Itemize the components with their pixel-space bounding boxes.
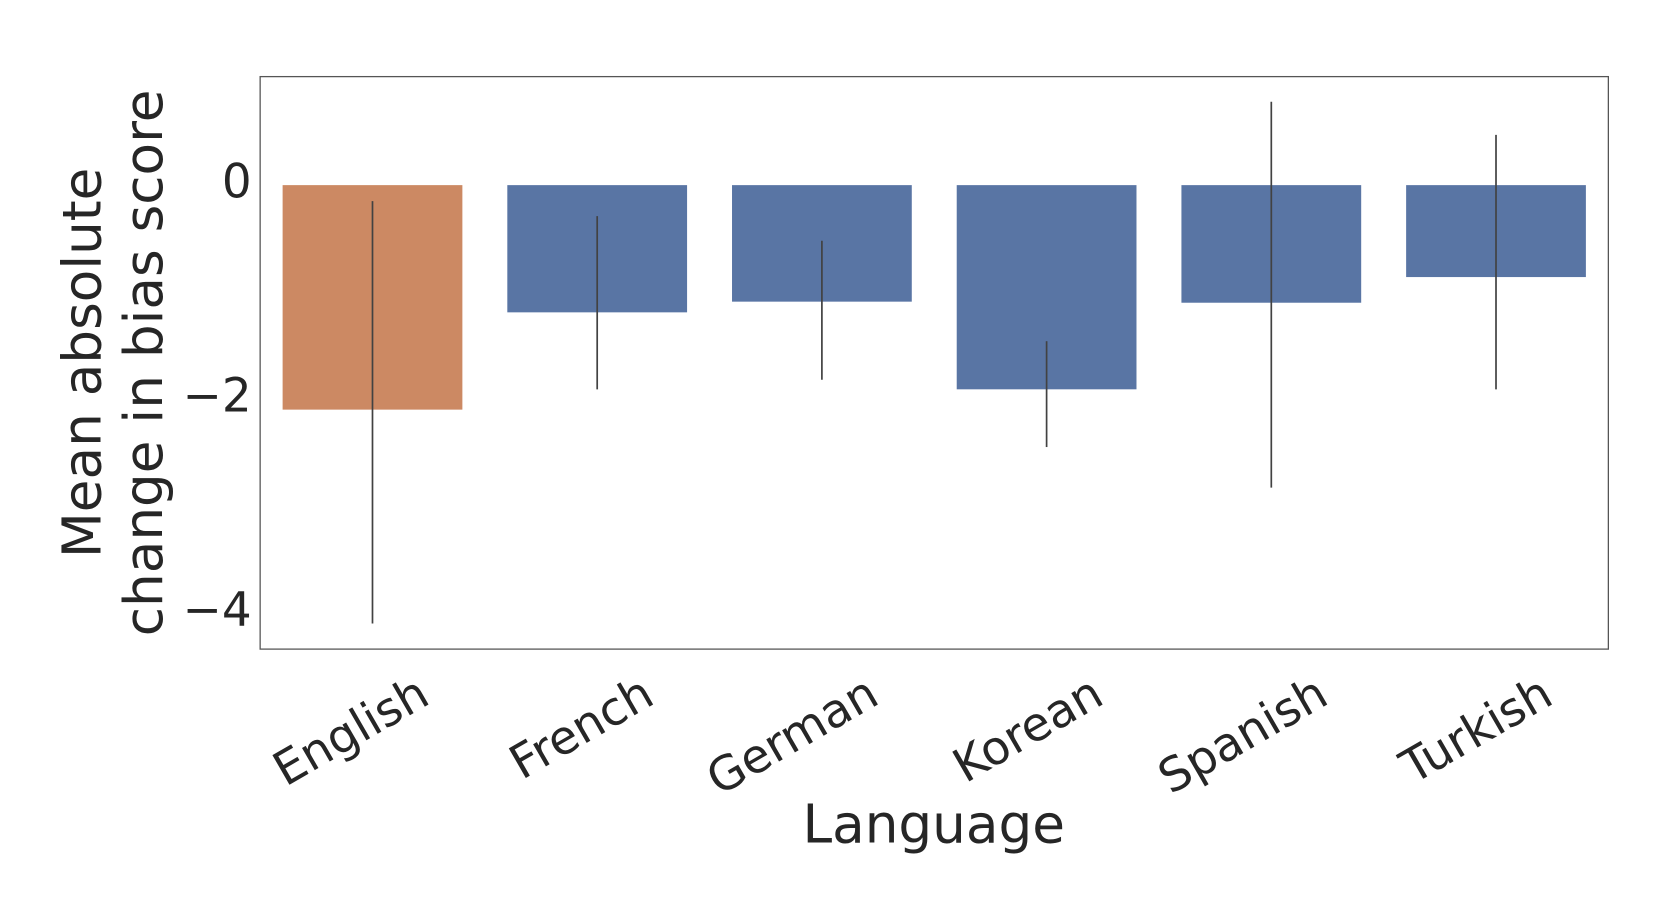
y-tick-label: 0 [222, 156, 252, 210]
y-axis-label-line: Mean absolute [51, 168, 113, 559]
x-tick-label: Korean [944, 666, 1112, 794]
y-axis-label-line: change in bias score [113, 89, 175, 636]
x-tick-label: English [265, 666, 438, 797]
x-tick-label: Spanish [1150, 666, 1337, 805]
y-tick-label: −2 [183, 369, 252, 423]
x-tick-label: French [501, 666, 663, 791]
plot-frame [259, 75, 1609, 650]
x-tick-label: Turkish [1391, 666, 1561, 796]
x-axis-label: Language [802, 794, 1064, 856]
x-tick-label: German [698, 666, 887, 806]
y-axis-label: Mean absolute change in bias score [51, 89, 175, 636]
y-tick-label: −4 [183, 583, 252, 637]
